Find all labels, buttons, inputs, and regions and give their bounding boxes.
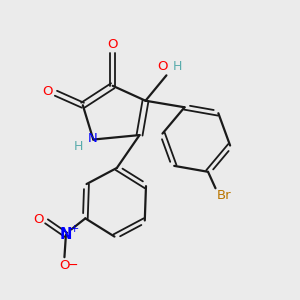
Text: H: H xyxy=(173,61,182,74)
Text: O: O xyxy=(59,259,70,272)
Text: O: O xyxy=(107,38,118,51)
Text: N: N xyxy=(88,133,98,146)
Text: O: O xyxy=(43,85,53,98)
Text: N: N xyxy=(60,227,72,242)
Text: Br: Br xyxy=(217,189,232,202)
Text: −: − xyxy=(68,259,78,272)
Text: H: H xyxy=(74,140,84,153)
Text: O: O xyxy=(158,61,168,74)
Text: +: + xyxy=(70,224,79,234)
Text: O: O xyxy=(33,213,44,226)
